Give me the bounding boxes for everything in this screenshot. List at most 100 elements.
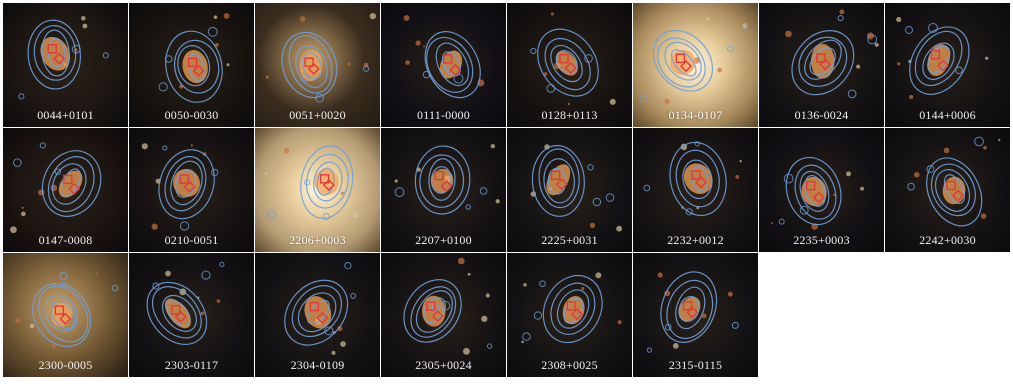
object-label: 2315-0115 <box>668 358 723 372</box>
contour-blob <box>39 142 46 149</box>
radio-contour <box>305 153 349 209</box>
galaxy-thumbnail: 2300-0005 <box>3 253 129 378</box>
source-marker-diamond <box>680 60 693 73</box>
background-star <box>340 341 346 347</box>
contour-blob <box>778 218 785 225</box>
galaxy-thumbnail: 0134-0107 <box>633 3 759 128</box>
background-star <box>874 42 879 47</box>
source-marker-square <box>691 170 701 180</box>
radio-contour <box>32 283 92 347</box>
sky-image <box>129 253 254 377</box>
radio-contour <box>281 31 338 99</box>
radio-contour <box>666 279 714 340</box>
radio-contour <box>809 47 836 76</box>
radio-contour <box>164 155 207 212</box>
galaxy-core <box>304 296 332 329</box>
source-marker-diamond <box>819 58 832 71</box>
background-star <box>68 292 73 297</box>
object-label: 2207+0100 <box>415 233 472 247</box>
background-star <box>770 222 774 225</box>
source-marker-diamond <box>695 176 708 189</box>
contour-blob <box>587 164 594 171</box>
background-star <box>463 347 470 355</box>
background-star <box>839 9 845 15</box>
galaxy-thumbnail: 2206+0003 <box>255 128 381 253</box>
contour-overlay <box>530 12 616 106</box>
radio-contour <box>424 31 481 99</box>
contour-blob <box>465 204 471 210</box>
source-marker-diamond <box>686 306 699 319</box>
source-marker-square <box>319 174 330 184</box>
radio-contour <box>173 39 220 94</box>
contour-blob <box>539 280 546 287</box>
object-label: 2300-0005 <box>38 358 93 372</box>
source-marker-square <box>47 44 57 54</box>
contour-overlay <box>770 156 865 230</box>
source-marker-square <box>442 54 453 64</box>
background-star <box>717 67 722 73</box>
contour-overlay <box>158 13 230 103</box>
background-star <box>352 211 359 218</box>
background-star <box>550 12 554 16</box>
background-star <box>581 286 585 291</box>
contour-blob <box>322 212 331 221</box>
background-star <box>10 226 17 234</box>
background-star <box>706 17 710 21</box>
background-star <box>909 94 914 100</box>
source-marker-square <box>179 174 189 184</box>
radio-contour <box>316 167 335 196</box>
radio-contour <box>419 154 465 208</box>
background-star <box>485 293 490 298</box>
radio-contour <box>170 160 203 206</box>
radio-contour <box>669 141 727 217</box>
contour-blob <box>350 292 357 299</box>
source-marker-square <box>550 170 561 180</box>
radio-contour <box>555 50 578 75</box>
radio-contour <box>51 163 87 205</box>
background-star <box>567 102 571 106</box>
radio-contour <box>657 37 706 88</box>
contour-blob <box>444 65 450 71</box>
radio-contour <box>47 156 95 213</box>
background-star <box>914 171 920 178</box>
galaxy-thumbnail: 0136-0024 <box>759 3 885 128</box>
background-star <box>943 147 950 154</box>
radio-contour <box>177 45 211 87</box>
background-star <box>595 272 602 279</box>
contour-blob <box>479 187 488 195</box>
background-star <box>264 172 268 176</box>
radio-contour <box>926 157 983 227</box>
contour-overlay <box>264 145 359 230</box>
galaxy-thumbnail: 0210-0051 <box>129 128 255 253</box>
galaxy-core <box>556 51 578 76</box>
contour-blob <box>928 22 938 33</box>
galaxy-thumbnail: 2308+0025 <box>507 253 633 378</box>
galaxy-thumbnail: 0044+0101 <box>3 3 129 128</box>
source-marker-square <box>434 170 444 181</box>
source-marker-square <box>675 53 686 64</box>
background-star <box>521 340 524 344</box>
background-star <box>609 98 616 105</box>
source-marker-diamond <box>316 311 329 324</box>
radio-contour <box>670 49 697 77</box>
contour-overlay <box>146 261 225 345</box>
radio-contour <box>538 148 580 209</box>
radio-contour <box>410 286 457 338</box>
radio-contour <box>542 275 603 344</box>
radio-contour <box>563 297 583 324</box>
galaxy-thumbnail: 2225+0031 <box>507 128 633 253</box>
source-marker-diamond <box>812 191 825 204</box>
source-marker-square <box>187 57 198 68</box>
radio-contour <box>798 36 848 87</box>
source-marker-diamond <box>183 180 196 193</box>
radio-contour <box>295 45 328 88</box>
contour-blob <box>546 84 556 93</box>
contour-blob <box>102 52 109 59</box>
background-star <box>223 13 230 19</box>
galaxy-core <box>801 176 827 207</box>
background-star <box>20 211 26 217</box>
background-star <box>983 145 987 150</box>
contour-blob <box>847 89 857 99</box>
background-star <box>340 191 344 195</box>
source-marker-diamond <box>307 62 320 75</box>
